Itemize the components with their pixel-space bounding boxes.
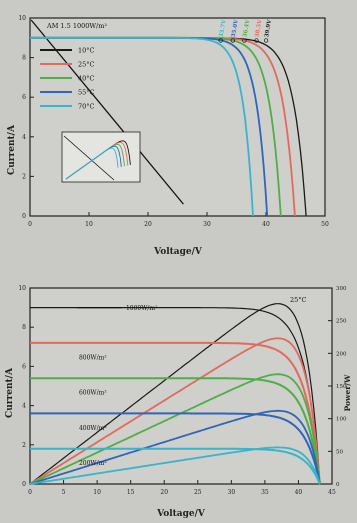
top-x-tick-label: 40 <box>262 221 270 228</box>
bottom-pv-curve-4 <box>29 446 321 485</box>
bottom-iv-curve-1 <box>30 341 321 485</box>
bottom-legend-label-3: 400W/m² <box>79 425 107 432</box>
bottom-y2-tick-label: 50 <box>336 449 343 455</box>
bottom-y2-axis-label: Power/W <box>343 374 352 411</box>
bottom-x-tick-label: 25 <box>194 489 202 496</box>
bottom-legend-label-1: 800W/m² <box>79 354 107 361</box>
bottom-x-tick-label: 30 <box>228 489 236 496</box>
top-mpp-marker-2 <box>242 38 247 43</box>
bottom-x-tick-label: 40 <box>295 489 303 496</box>
top-x-tick-label: 30 <box>203 221 211 228</box>
bottom-pv-curve-2 <box>29 373 321 485</box>
top-mpp-marker-0 <box>263 38 269 43</box>
top-x-tick-label: 0 <box>28 221 32 228</box>
top-inset-curve-4 <box>65 147 119 180</box>
bottom-x-tick-label: 0 <box>28 489 32 496</box>
top-y-tick-label: 8 <box>22 55 26 62</box>
bottom-y-tick-label: 2 <box>22 442 26 449</box>
bottom-iv-curve-4 <box>30 447 321 485</box>
top-legend-label-4: 70°C <box>78 103 95 111</box>
top-legend-label-2: 40°C <box>78 75 95 83</box>
bottom-y2-tick-label: 150 <box>336 384 347 390</box>
top-plot-area <box>29 17 326 217</box>
bottom-annotation: 25°C <box>290 296 307 304</box>
bottom-x-tick-label: 5 <box>62 489 66 496</box>
top-mpp-label-3: 35.0V <box>231 19 240 38</box>
bottom-pv-curve-0 <box>29 303 321 485</box>
top-x-tick-label: 10 <box>85 221 93 228</box>
bottom-x-tick-label: 20 <box>160 489 168 496</box>
top-mpp-label-4: 33.7V <box>219 19 228 38</box>
bottom-y2-tick-label: 250 <box>336 319 347 325</box>
top-annotation: AM 1.5 1000W/m² <box>46 22 107 30</box>
bottom-y-tick-label: 4 <box>22 403 26 410</box>
top-y-tick-label: 0 <box>22 213 26 220</box>
top-y-tick-label: 6 <box>22 94 26 101</box>
bottom-x-axis-label: Voltage/V <box>156 509 206 519</box>
top-y-tick-label: 4 <box>22 134 26 141</box>
bottom-legend-label-0: 1000W/m² <box>126 305 158 312</box>
top-inset-diagonal <box>63 135 115 181</box>
bottom-chart: 0 5 10 15 20 25 30 35 40 450246810050100150200250… <box>18 285 347 496</box>
top-mpp-label-1: 38.5V <box>255 19 264 38</box>
top-x-axis-label: Voltage/V <box>153 247 203 257</box>
top-legend-label-3: 55°C <box>78 89 95 97</box>
bottom-y-axis-label: Current/A <box>5 367 15 418</box>
bottom-x-tick-label: 35 <box>261 489 269 496</box>
top-mpp-marker-1 <box>254 38 259 43</box>
bottom-x-tick-label: 45 <box>328 489 336 496</box>
bottom-y2-tick-label: 200 <box>336 351 347 357</box>
bottom-y-tick-label: 8 <box>22 324 26 331</box>
bottom-y2-tick-label: 300 <box>336 286 347 292</box>
top-mpp-label-2: 36.4V <box>242 19 251 38</box>
bottom-iv-curve-3 <box>30 412 321 485</box>
bottom-plot-area <box>29 287 333 485</box>
bottom-x-tick-label: 10 <box>93 489 101 496</box>
top-y-axis-label: Current/A <box>7 124 17 175</box>
bottom-y-tick-label: 0 <box>22 481 26 488</box>
bottom-y2-tick-label: 100 <box>336 417 347 423</box>
bottom-iv-curve-2 <box>30 377 321 485</box>
bottom-y-tick-label: 10 <box>18 285 26 292</box>
top-mpp-marker-4 <box>218 38 223 43</box>
bottom-y-tick-label: 6 <box>22 363 26 370</box>
top-x-tick-label: 50 <box>321 221 329 228</box>
top-x-tick-label: 20 <box>144 221 152 228</box>
bottom-legend-label-4: 200W/m² <box>79 460 107 467</box>
bottom-pv-curve-3 <box>29 409 321 485</box>
top-series-line-4 <box>30 36 254 217</box>
top-y-tick-label: 2 <box>22 173 26 180</box>
top-y-tick-label: 10 <box>18 15 26 22</box>
top-mpp-label-0: 39.9V <box>264 19 273 38</box>
top-legend-label-1: 25°C <box>78 61 95 69</box>
top-legend-label-0: 10°C <box>78 47 95 55</box>
bottom-y2-tick-label: 0 <box>336 482 340 488</box>
bottom-x-tick-label: 15 <box>127 489 135 496</box>
bottom-pv-curve-1 <box>29 337 321 485</box>
top-inset-frame <box>61 131 141 183</box>
bottom-legend-label-2: 600W/m² <box>79 390 107 397</box>
top-mpp-marker-3 <box>230 38 235 43</box>
